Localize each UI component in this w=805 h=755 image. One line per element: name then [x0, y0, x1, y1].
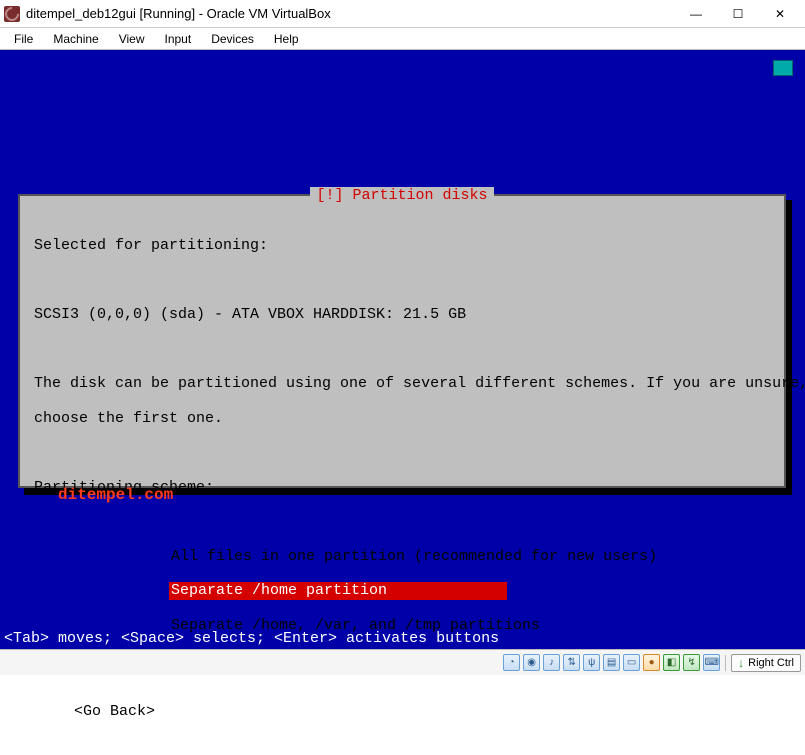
- vm-framebuffer[interactable]: [!] Partition disks Selected for partiti…: [0, 50, 805, 649]
- menu-input[interactable]: Input: [155, 30, 202, 48]
- watermark: ditempel.com: [58, 486, 173, 504]
- close-button[interactable]: ✕: [759, 0, 801, 28]
- window-title: ditempel_deb12gui [Running] - Oracle VM …: [26, 6, 331, 21]
- menu-view[interactable]: View: [109, 30, 155, 48]
- line-desc2: choose the first one.: [34, 410, 770, 427]
- speech-indicator-icon: [773, 60, 793, 76]
- option-all-in-one[interactable]: All files in one partition (recommended …: [169, 548, 659, 565]
- line-disk: SCSI3 (0,0,0) (sda) - ATA VBOX HARDDISK:…: [34, 306, 770, 323]
- minimize-button[interactable]: —: [675, 0, 717, 28]
- line-selected: Selected for partitioning:: [34, 237, 770, 254]
- partition-dialog: [!] Partition disks Selected for partiti…: [18, 194, 786, 488]
- dialog-title-wrap: [!] Partition disks: [20, 187, 784, 204]
- virtualbox-icon: [4, 6, 20, 22]
- option-separate-home[interactable]: Separate /home partition: [169, 582, 507, 599]
- menu-help[interactable]: Help: [264, 30, 309, 48]
- hint-bar: <Tab> moves; <Space> selects; <Enter> ac…: [0, 628, 805, 649]
- line-desc1: The disk can be partitioned using one of…: [34, 375, 770, 392]
- menu-machine[interactable]: Machine: [43, 30, 108, 48]
- maximize-button[interactable]: ☐: [717, 0, 759, 28]
- menubar: File Machine View Input Devices Help: [0, 28, 805, 50]
- menu-file[interactable]: File: [4, 30, 43, 48]
- dialog-title: [!] Partition disks: [310, 187, 493, 204]
- go-back-button[interactable]: <Go Back>: [74, 703, 155, 720]
- window-titlebar: ditempel_deb12gui [Running] - Oracle VM …: [0, 0, 805, 28]
- menu-devices[interactable]: Devices: [201, 30, 264, 48]
